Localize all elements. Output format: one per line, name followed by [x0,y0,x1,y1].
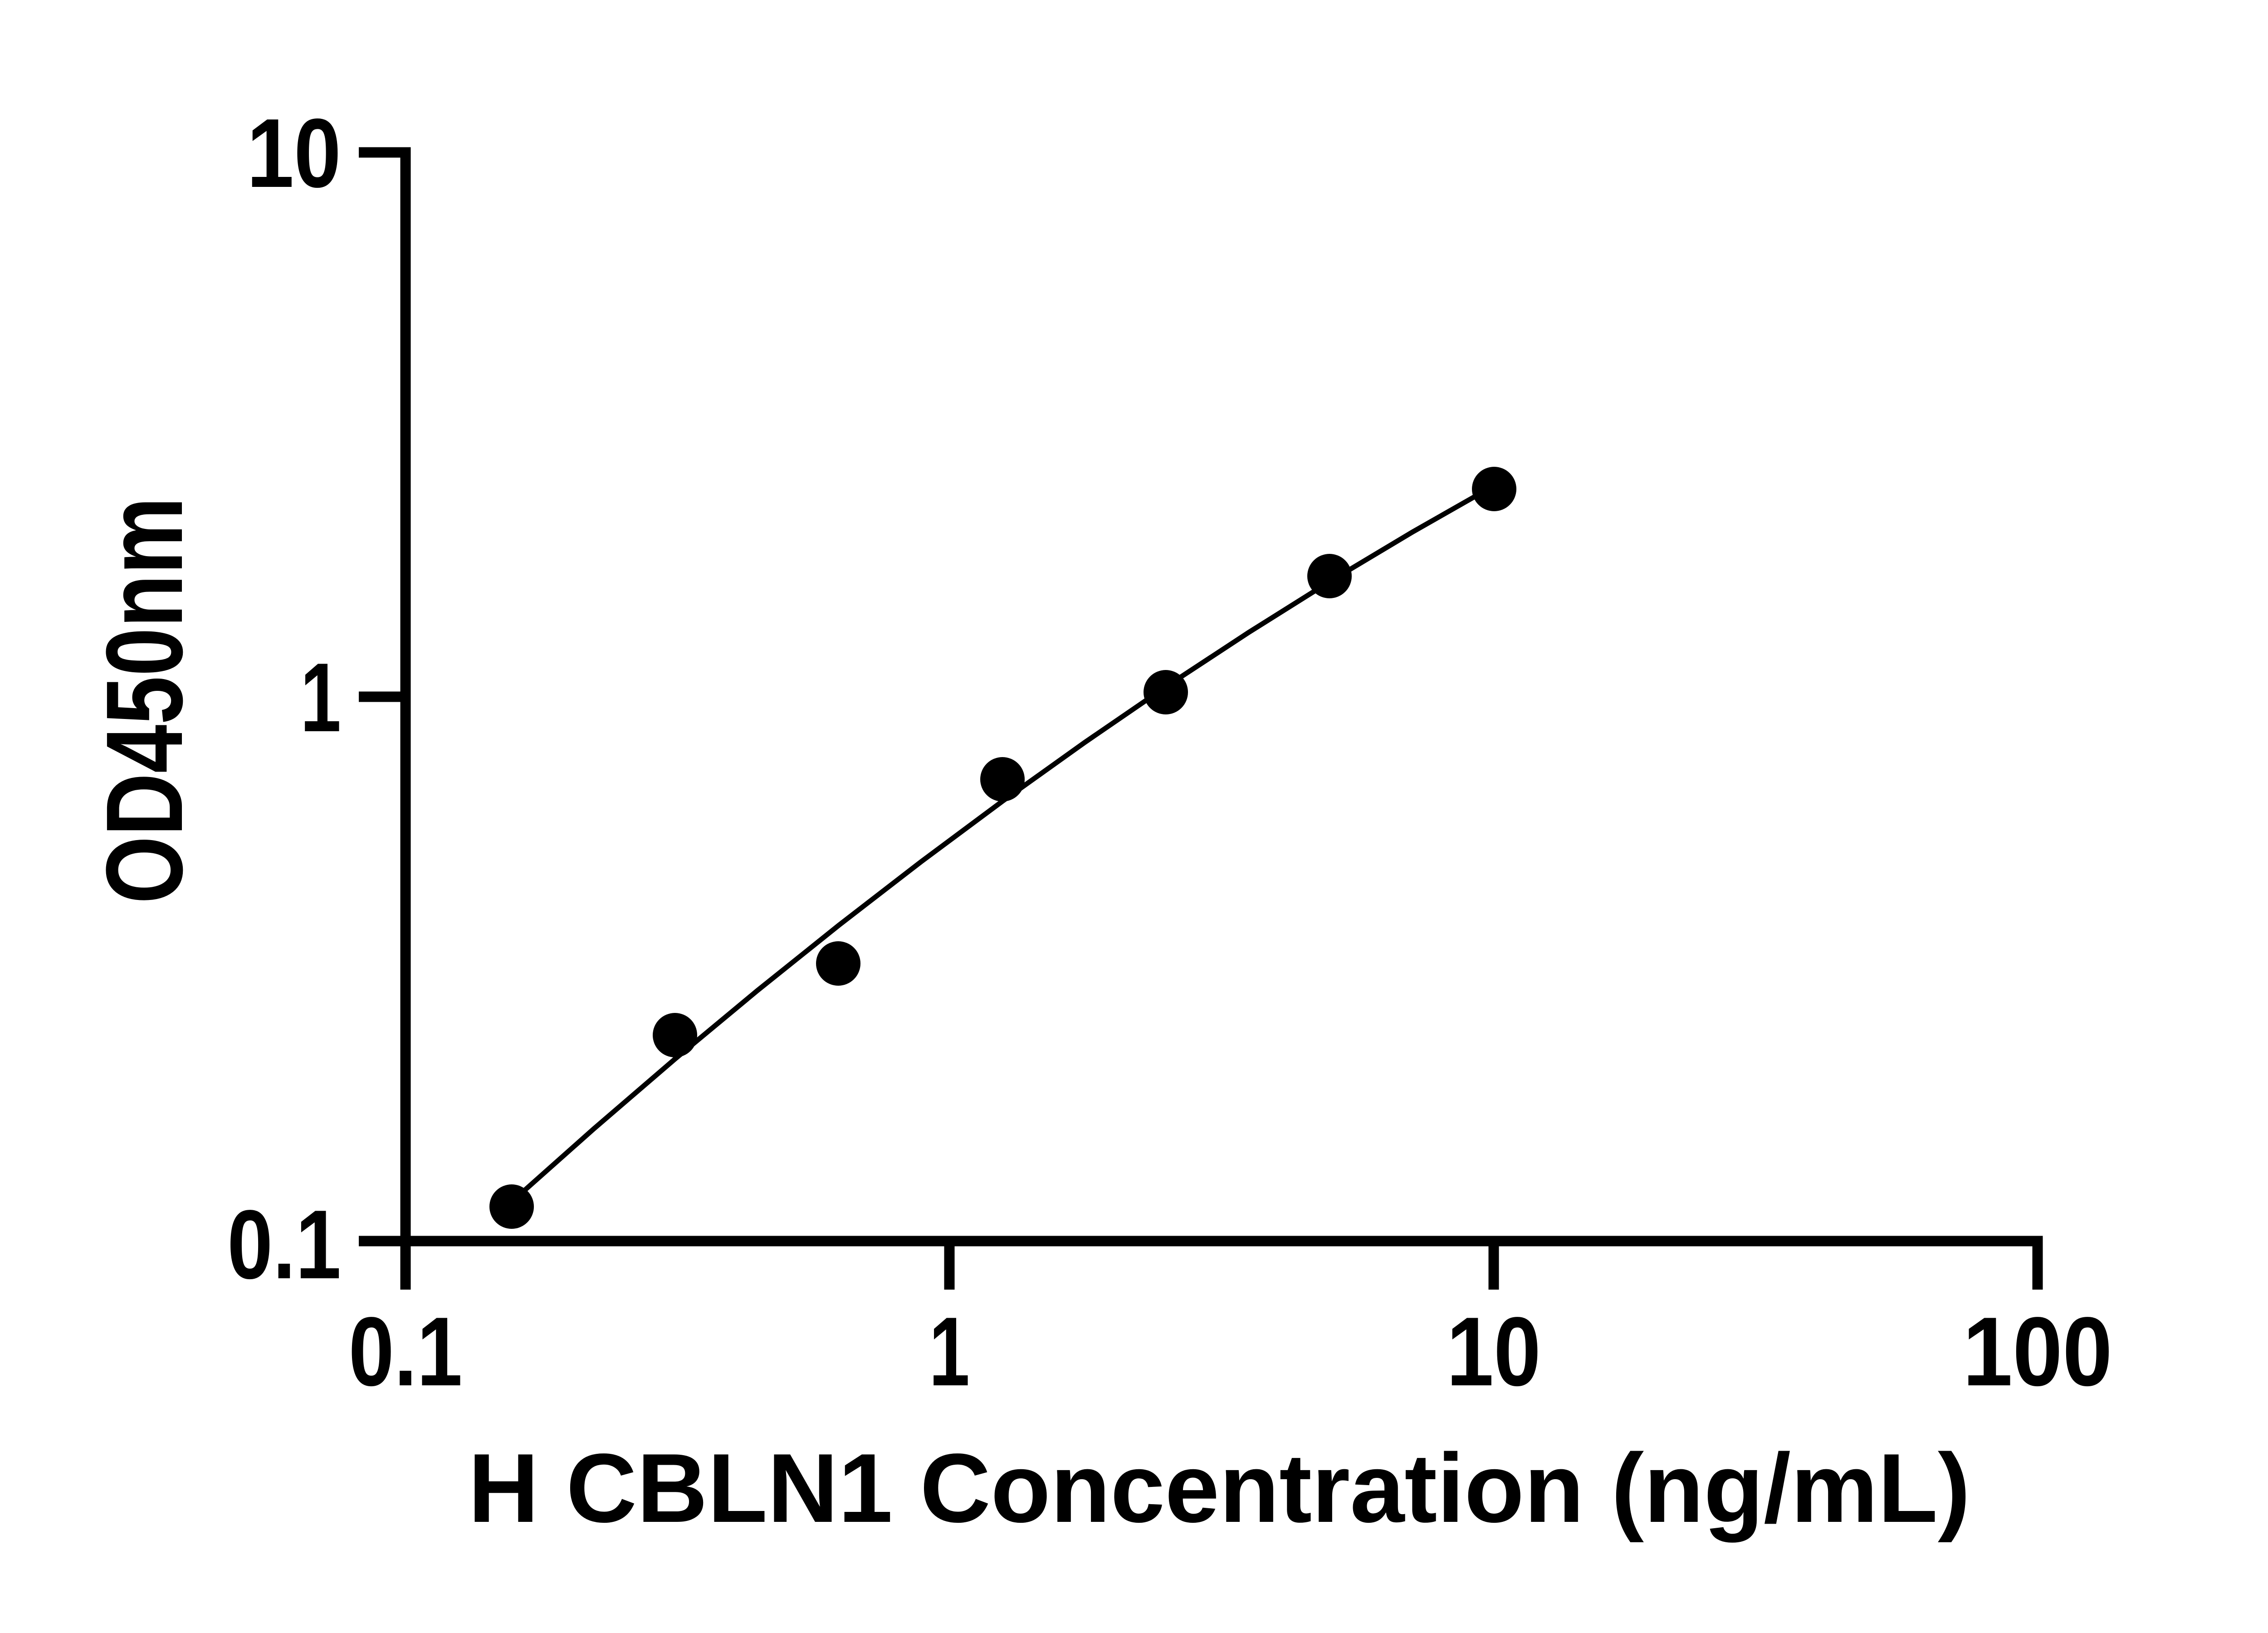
svg-text:0.1: 0.1 [349,1296,463,1406]
svg-text:1: 1 [300,642,341,752]
svg-text:10: 10 [247,98,341,208]
svg-text:1: 1 [929,1296,970,1406]
svg-text:10: 10 [1447,1296,1541,1406]
svg-text:H CBLN1 Concentration (ng/mL): H CBLN1 Concentration (ng/mL) [468,1433,1970,1543]
svg-text:OD450nm: OD450nm [83,497,205,904]
svg-text:100: 100 [1963,1296,2112,1406]
svg-text:0.1: 0.1 [227,1189,341,1299]
